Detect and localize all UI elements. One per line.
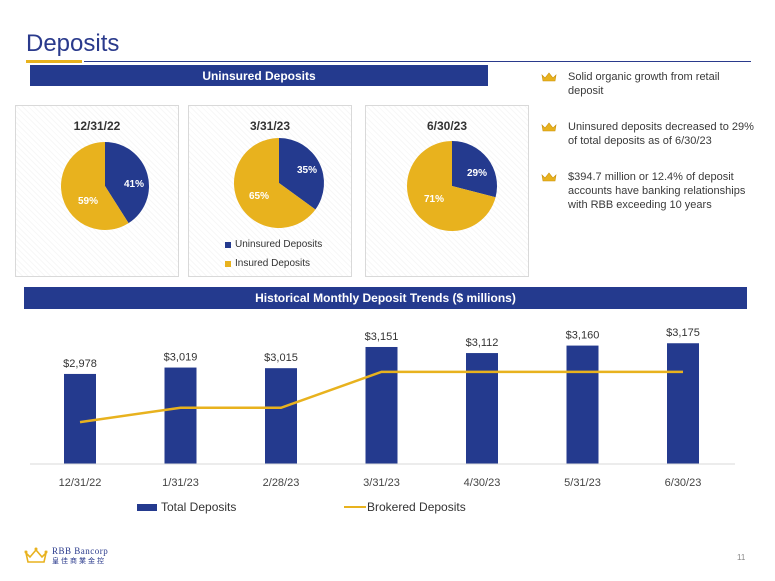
- total-deposits-bar: [265, 368, 297, 464]
- bar-value-label: $3,112: [466, 337, 499, 349]
- bar-value-label: $2,978: [63, 358, 97, 370]
- deposit-trends-banner: Historical Monthly Deposit Trends ($ mil…: [24, 287, 747, 309]
- pie-panel-3: 6/30/23 29% 71%: [365, 105, 529, 277]
- x-axis-tick-label: 3/31/23: [363, 477, 400, 489]
- x-axis-tick-label: 5/31/23: [564, 477, 601, 489]
- legend-label-total: Total Deposits: [161, 500, 237, 514]
- legend-total-deposits: Total Deposits: [137, 500, 236, 514]
- x-axis-tick-label: 1/31/23: [162, 477, 199, 489]
- pie-label-insured: 65%: [249, 191, 269, 202]
- pie-label-uninsured: 41%: [124, 179, 144, 190]
- pie-slice-uninsured: [279, 138, 324, 210]
- highlight-item: $394.7 million or 12.4% of deposit accou…: [541, 170, 756, 212]
- brokered-deposits-line: [79, 370, 683, 424]
- uninsured-deposits-banner: Uninsured Deposits: [30, 65, 488, 86]
- pie-date-label: 12/31/22: [73, 119, 121, 133]
- pie-chart-1: 41% 59%: [61, 142, 150, 230]
- pie-date-label: 6/30/23: [426, 119, 468, 133]
- pie-date-label: 3/31/23: [249, 119, 291, 133]
- title-rule: [84, 61, 751, 62]
- pie-label-insured: 59%: [78, 196, 98, 207]
- total-deposits-bar: [64, 373, 96, 464]
- legend-swatch-insured: [225, 260, 231, 267]
- bar-value-labels: $2,978 $3,019 $3,015 $3,151 $3,112 $3,160 $3,1…: [63, 327, 700, 370]
- highlight-text: Uninsured deposits decreased to 29% of t…: [568, 121, 754, 147]
- legend-label-brokered: Brokered Deposits: [367, 500, 466, 514]
- pie-slice-insured: [407, 141, 496, 231]
- x-axis-tick-label: 2/28/23: [263, 477, 300, 489]
- pie-legend-insured: Insured Deposits: [225, 258, 310, 269]
- title-accent-rule: [26, 60, 82, 63]
- x-axis-tick-labels: 12/31/22 1/31/23 2/28/23 3/31/23 4/30/23 5/31…: [59, 477, 702, 489]
- crown-icon: [541, 72, 557, 82]
- page-title: Deposits: [26, 30, 120, 57]
- legend-label-uninsured: Uninsured Deposits: [235, 239, 323, 250]
- highlight-item: Uninsured deposits decreased to 29% of t…: [541, 120, 756, 148]
- rbb-bancorp-logo: RBB Bancorp 皇佳商業金控: [24, 546, 108, 566]
- bar-value-label: $3,151: [365, 331, 399, 343]
- pie-legend-uninsured: Uninsured Deposits: [225, 239, 322, 250]
- bar-value-label: $3,019: [164, 352, 198, 364]
- bar-value-label: $3,160: [566, 330, 600, 342]
- highlights-list: Solid organic growth from retail deposit…: [541, 70, 756, 234]
- pie-label-uninsured: 29%: [467, 168, 487, 179]
- pie-label-insured: 71%: [424, 194, 444, 205]
- bar-value-label: $3,175: [666, 327, 700, 339]
- logo-name: RBB Bancorp: [52, 546, 109, 556]
- legend-brokered-deposits: Brokered Deposits: [344, 500, 466, 514]
- page-number: 11: [737, 553, 746, 562]
- crown-icon: [541, 122, 557, 132]
- crown-logo-icon: [24, 547, 48, 563]
- legend-swatch-brokered: [344, 506, 366, 508]
- total-deposits-bar: [667, 343, 699, 464]
- logo-text: RBB Bancorp 皇佳商業金控: [52, 546, 108, 566]
- total-deposits-bar: [566, 345, 599, 464]
- x-axis-tick-label: 4/30/23: [464, 477, 501, 489]
- legend-swatch-uninsured: [225, 241, 231, 248]
- total-deposits-bar: [466, 353, 498, 464]
- crown-icon: [541, 172, 557, 182]
- logo-chinese: 皇佳商業金控: [52, 557, 106, 565]
- pie-slice-insured: [61, 142, 129, 230]
- pie-label-uninsured: 35%: [297, 165, 317, 176]
- highlight-text: Solid organic growth from retail deposit: [568, 71, 720, 97]
- pie-slice-uninsured: [105, 142, 150, 224]
- legend-swatch-total: [137, 503, 157, 511]
- x-axis-tick-label: 6/30/23: [665, 477, 702, 489]
- legend-label-insured: Insured Deposits: [235, 258, 311, 269]
- x-axis-tick-label: 12/31/22: [59, 477, 102, 489]
- pie-chart-3: 29% 71%: [407, 141, 497, 231]
- pie-panel-1: 12/31/22 41% 59%: [15, 105, 179, 277]
- pie-slice-uninsured: [452, 141, 497, 198]
- total-deposits-bar: [164, 367, 197, 464]
- pie-slice-insured: [234, 138, 316, 228]
- deposit-trend-chart: $2,978 $3,019 $3,015 $3,151 $3,112 $3,160 $3,1…: [30, 327, 735, 489]
- total-deposits-bar: [365, 346, 398, 464]
- highlight-text: $394.7 million or 12.4% of deposit accou…: [568, 171, 746, 211]
- highlight-item: Solid organic growth from retail deposit: [541, 70, 756, 98]
- bar-value-label: $3,015: [264, 352, 298, 364]
- pie-chart-2: 35% 65%: [234, 138, 324, 228]
- bar-series: [64, 343, 699, 464]
- pie-panel-2: 3/31/23 35% 65% Uninsured Deposits Insur…: [188, 105, 352, 277]
